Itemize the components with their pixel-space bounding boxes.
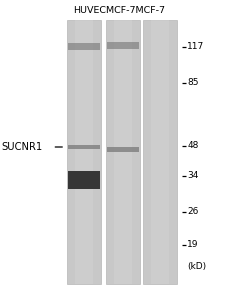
Bar — [106, 147, 139, 152]
Text: 117: 117 — [187, 42, 204, 51]
Bar — [150, 20, 169, 283]
Text: 48: 48 — [187, 141, 198, 150]
Text: 34: 34 — [187, 171, 198, 180]
Bar — [68, 43, 100, 50]
Bar — [68, 171, 100, 189]
Text: 26: 26 — [187, 207, 198, 216]
Bar — [113, 20, 132, 283]
Bar — [106, 20, 139, 283]
Bar — [142, 20, 176, 283]
Text: 85: 85 — [187, 78, 198, 87]
Text: HUVECMCF-7MCF-7: HUVECMCF-7MCF-7 — [73, 6, 165, 15]
Bar — [67, 20, 100, 283]
Text: SUCNR1: SUCNR1 — [1, 142, 42, 152]
Bar — [74, 20, 93, 283]
Bar — [68, 145, 100, 149]
Text: (kD): (kD) — [187, 262, 206, 272]
Bar — [106, 42, 139, 49]
Text: 19: 19 — [187, 240, 198, 249]
